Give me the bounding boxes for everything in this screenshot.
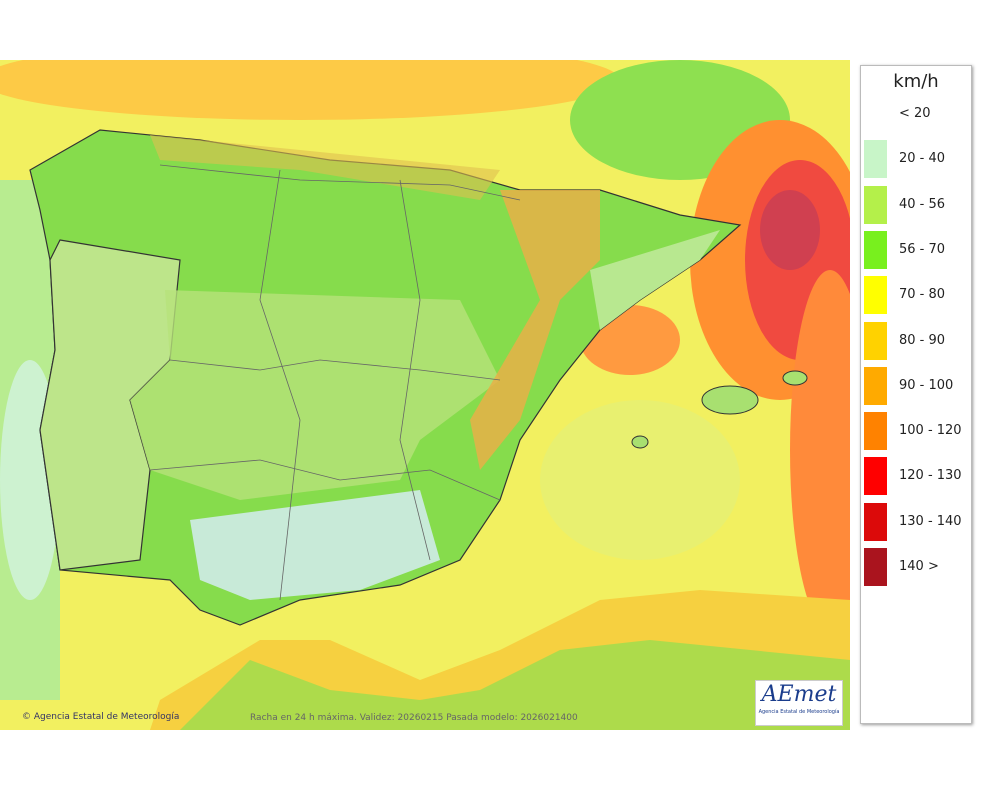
legend-swatch xyxy=(864,95,887,133)
legend-title: km/h xyxy=(893,71,939,92)
legend-label: 40 - 56 xyxy=(899,196,946,212)
legend-label: 70 - 80 xyxy=(899,287,946,303)
legend-swatch xyxy=(864,230,887,269)
legend-item: 70 - 80 xyxy=(864,276,968,315)
legend-item: 40 - 56 xyxy=(864,185,968,224)
wind-map xyxy=(0,60,850,730)
legend-swatch xyxy=(864,140,887,179)
legend-label: 80 - 90 xyxy=(899,332,946,348)
legend-label: 140 > xyxy=(899,559,939,574)
legend-item: 140 > xyxy=(864,548,968,586)
legend-swatch xyxy=(864,412,887,451)
legend-item: 80 - 90 xyxy=(864,321,968,360)
legend-swatch xyxy=(864,502,887,541)
legend-item: 56 - 70 xyxy=(864,230,968,269)
legend: km/h < 20 20 - 40 40 - 56 56 - 70 70 - 80 80 … xyxy=(860,65,972,724)
legend-item: 90 - 100 xyxy=(864,366,968,405)
legend-item: 130 - 140 xyxy=(864,502,968,541)
caption: Racha en 24 h máxima. Validez: 20260215 … xyxy=(250,713,578,723)
legend-swatch xyxy=(864,548,887,586)
legend-label: 56 - 70 xyxy=(899,241,946,257)
legend-swatch xyxy=(864,276,887,315)
logo-text: AEmet xyxy=(761,682,837,707)
copyright: © Agencia Estatal de Meteorología xyxy=(22,712,180,722)
legend-label: 100 - 120 xyxy=(899,423,962,439)
legend-label: 120 - 130 xyxy=(899,468,962,484)
logo-subtitle: Agencia Estatal de Meteorología xyxy=(758,709,840,715)
legend-swatch xyxy=(864,321,887,360)
legend-label: < 20 xyxy=(899,106,931,121)
logo: AEmet Agencia Estatal de Meteorología xyxy=(755,680,843,726)
legend-label: 90 - 100 xyxy=(899,377,954,393)
legend-swatch xyxy=(864,185,887,224)
legend-label: 20 - 40 xyxy=(899,151,946,167)
legend-label: 130 - 140 xyxy=(899,513,962,529)
legend-item: 100 - 120 xyxy=(864,412,968,451)
legend-swatch xyxy=(864,457,887,496)
legend-item: 20 - 40 xyxy=(864,140,968,179)
legend-item: < 20 xyxy=(864,95,968,133)
copyright-text: Agencia Estatal de Meteorología xyxy=(33,712,180,722)
legend-swatch xyxy=(864,366,887,405)
legend-item: 120 - 130 xyxy=(864,457,968,496)
